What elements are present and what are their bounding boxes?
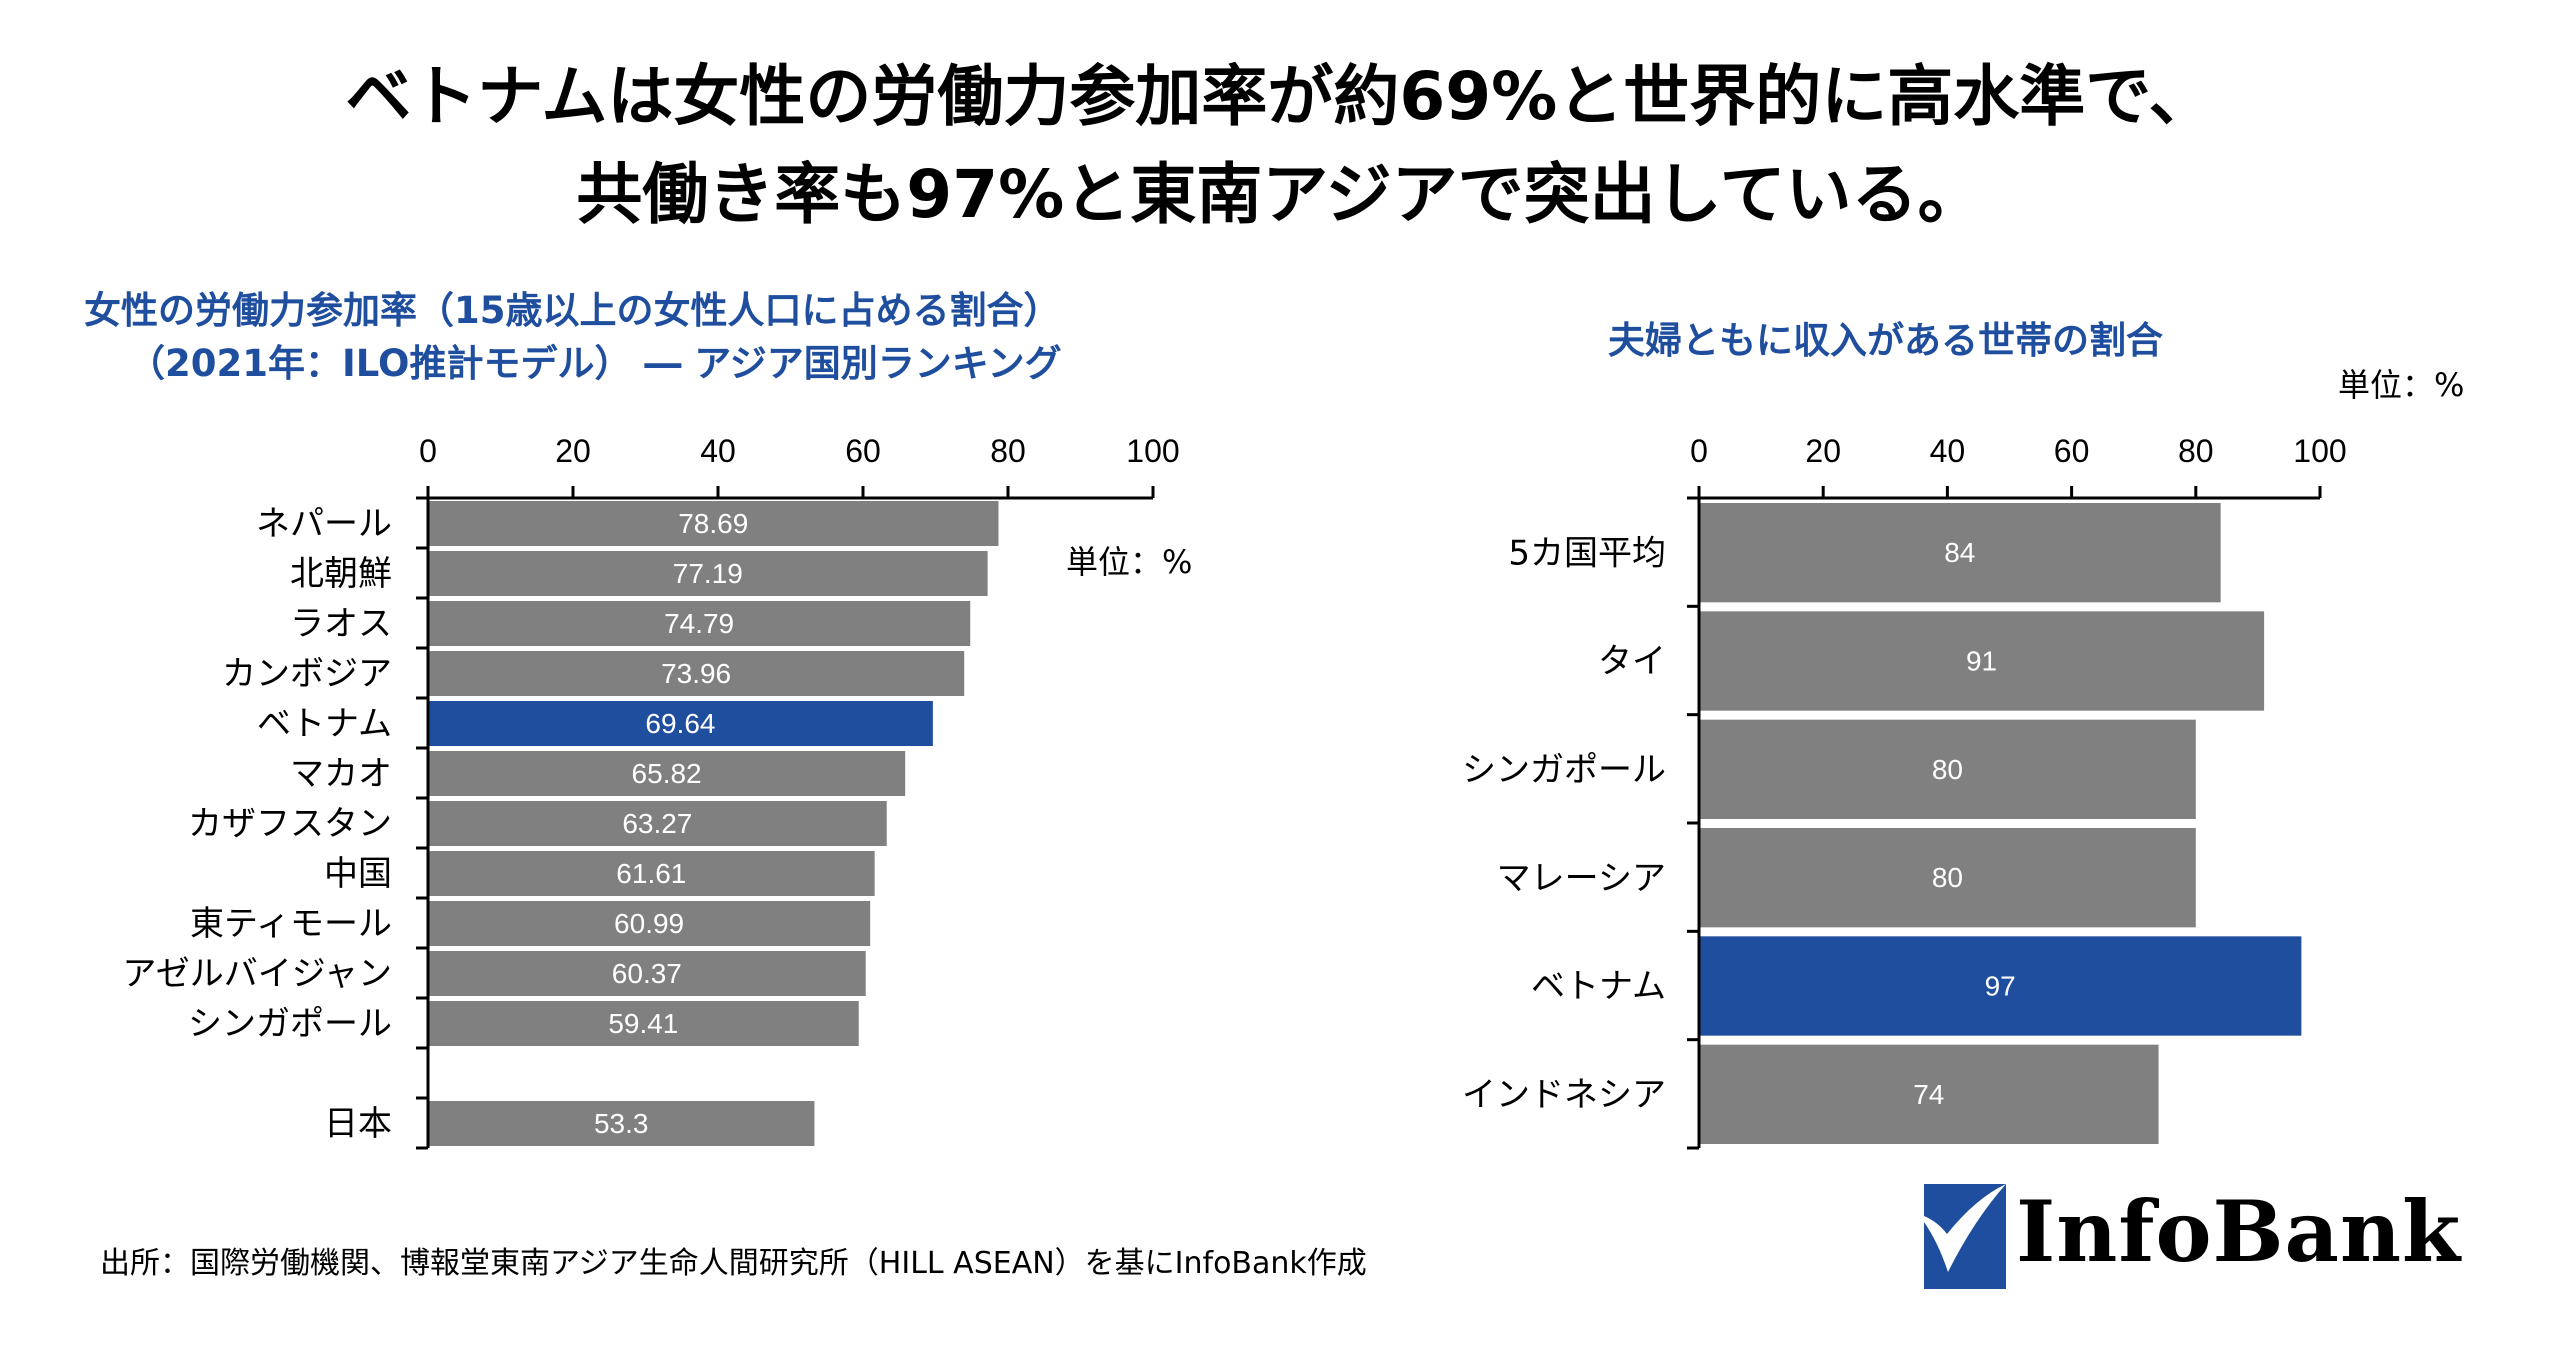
left-x-tick-label-3: 60 [845, 433, 881, 469]
left-chart-title: 女性の労働力参加率（15歳以上の女性人口に占める割合） [84, 289, 1061, 332]
right-bar-1 [1699, 611, 2265, 711]
left-bar-value-label-3: 73.96 [661, 658, 731, 689]
right-category-label-0: 5カ国平均 [1508, 533, 1666, 573]
left-category-label-10: シンガポール [188, 1004, 392, 1044]
left-category-label-5: マカオ [290, 754, 392, 794]
left-bar-value-label-4: 69.64 [645, 708, 715, 739]
left-chart-unit-label: 単位：% [1066, 543, 1193, 581]
right-bar-value-label-2: 80 [1932, 754, 1963, 785]
left-category-label-1: 北朝鮮 [290, 554, 392, 594]
right-x-tick-label-2: 40 [1930, 433, 1966, 469]
left-bar-value-label-1: 77.19 [673, 558, 743, 589]
right-x-tick-label-1: 20 [1805, 433, 1841, 469]
headline-line-2: 共働き率も97%と東南アジアで突出している。 [576, 156, 1984, 233]
left-bar-value-label-9: 60.37 [612, 958, 682, 989]
left-bar-9 [428, 951, 866, 996]
left-bar-value-label-0: 78.69 [678, 508, 748, 539]
left-x-tick-label-2: 40 [700, 433, 736, 469]
left-category-label-0: ネパール [256, 504, 392, 544]
left-chart-subtitle: （2021年：ILO推計モデル） ― アジア国別ランキング [128, 342, 1062, 385]
left-category-label-6: カザフスタン [188, 804, 392, 844]
right-x-tick-label-3: 60 [2054, 433, 2090, 469]
right-bar-value-label-4: 97 [1985, 971, 2016, 1002]
headline-line-1: ベトナムは女性の労働力参加率が約69%と世界的に高水準で、 [345, 58, 2215, 135]
left-bar-value-label-10: 59.41 [608, 1008, 678, 1039]
right-bar-3 [1699, 828, 2196, 928]
right-category-label-1: タイ [1598, 642, 1666, 682]
right-bar-4 [1699, 936, 2302, 1036]
right-chart-title: 夫婦ともに収入がある世帯の割合 [1608, 319, 2163, 362]
right-bar-2 [1699, 719, 2196, 819]
left-bar-3 [428, 651, 965, 696]
right-category-label-4: ベトナム [1531, 967, 1666, 1007]
right-bar-5 [1699, 1044, 2159, 1144]
right-bar-value-label-5: 74 [1913, 1079, 1944, 1110]
left-bar-7 [428, 851, 875, 896]
left-bar-6 [428, 801, 887, 846]
right-category-label-5: インドネシア [1462, 1075, 1666, 1115]
left-bar-10 [428, 1001, 859, 1046]
right-x-tick-label-4: 80 [2178, 433, 2214, 469]
logo-text: InfoBank [2016, 1182, 2462, 1281]
left-bar-12 [428, 1101, 815, 1146]
right-x-tick-label-5: 100 [2293, 433, 2346, 469]
left-category-label-3: カンボジア [222, 654, 392, 694]
right-category-label-2: シンガポール [1462, 750, 1666, 790]
right-category-label-3: マレーシア [1497, 858, 1666, 898]
right-bar-value-label-3: 80 [1932, 862, 1963, 893]
left-bar-value-label-12: 53.3 [594, 1108, 649, 1139]
left-x-tick-label-5: 100 [1126, 433, 1179, 469]
right-bar-0 [1699, 503, 2221, 603]
left-category-label-8: 東ティモール [190, 904, 392, 944]
left-bar-8 [428, 901, 871, 946]
right-bar-value-label-1: 91 [1966, 646, 1997, 677]
left-category-label-12: 日本 [324, 1104, 392, 1144]
left-bar-value-label-2: 74.79 [664, 608, 734, 639]
left-bar-value-label-5: 65.82 [632, 758, 702, 789]
left-x-tick-label-4: 80 [990, 433, 1026, 469]
right-chart-unit-label: 単位：% [2338, 366, 2465, 404]
left-category-label-2: ラオス [290, 604, 392, 644]
right-x-tick-label-0: 0 [1690, 433, 1708, 469]
left-bar-1 [428, 551, 988, 596]
left-bar-4 [428, 701, 933, 746]
left-bar-0 [428, 501, 999, 546]
checkmark-icon [1924, 1184, 2006, 1289]
left-x-tick-label-0: 0 [419, 433, 437, 469]
infobank-logo: InfoBank [1924, 1184, 2484, 1294]
left-bar-value-label-7: 61.61 [616, 858, 686, 889]
left-category-label-9: アゼルバイジャン [122, 954, 392, 994]
left-bar-value-label-6: 63.27 [622, 808, 692, 839]
right-bar-value-label-0: 84 [1944, 537, 1975, 568]
left-x-tick-label-1: 20 [555, 433, 591, 469]
left-bar-2 [428, 601, 971, 646]
left-bar-value-label-8: 60.99 [614, 908, 684, 939]
left-category-label-7: 中国 [324, 854, 392, 894]
left-category-label-4: ベトナム [257, 704, 392, 744]
source-footnote: 出所：国際労働機関、博報堂東南アジア生命人間研究所（HILL ASEAN）を基に… [100, 1246, 1367, 1281]
left-bar-5 [428, 751, 906, 796]
